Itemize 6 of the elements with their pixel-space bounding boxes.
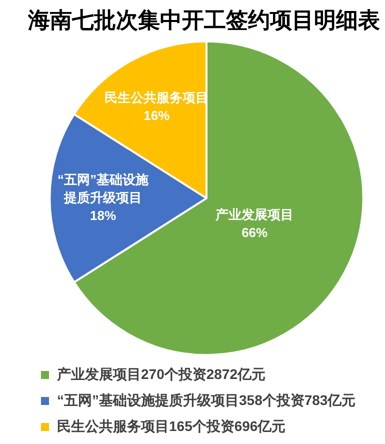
data-label: 产业发展项目 66% <box>214 207 294 240</box>
legend-label: 民生公共服务项目165个投资696亿元 <box>57 418 286 434</box>
legend-label: 产业发展项目270个投资2872亿元 <box>56 366 266 382</box>
legend-label: “五网”基础设施提质升级项目358个投资783亿元 <box>57 392 356 408</box>
chart-title: 海南七批次集中开工签约项目明细表 <box>27 7 380 32</box>
data-label: “五网”基础设施提质升级项目 18% <box>58 172 150 223</box>
